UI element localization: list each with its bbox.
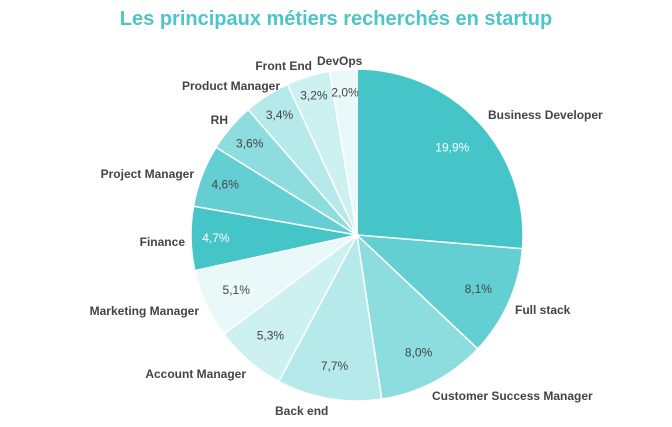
value-label-devops: 2,0%	[331, 86, 359, 100]
pie-slice-customer-success-manager	[355, 232, 479, 401]
category-label-customer-success-manager: Customer Success Manager	[432, 389, 593, 403]
category-label-finance: Finance	[140, 235, 186, 249]
value-label-business-developer: 19,9%	[435, 140, 469, 154]
category-label-front-end: Front End	[255, 59, 312, 73]
category-label-devops: DevOps	[317, 54, 363, 68]
value-label-marketing-manager: 5,1%	[223, 283, 251, 297]
chart-title: Les principaux métiers recherchés en sta…	[119, 8, 553, 30]
category-label-back-end: Back end	[275, 404, 328, 418]
category-label-product-manager: Product Manager	[182, 79, 280, 93]
category-label-account-manager: Account Manager	[145, 367, 246, 381]
category-label-rh: RH	[211, 113, 228, 127]
value-label-customer-success-manager: 8,0%	[405, 346, 433, 360]
value-label-full-stack: 8,1%	[465, 282, 493, 296]
category-label-business-developer: Business Developer	[488, 108, 603, 122]
value-label-account-manager: 5,3%	[257, 329, 285, 343]
value-label-back-end: 7,7%	[321, 359, 349, 373]
pie-slice-devops	[328, 68, 358, 236]
value-label-front-end: 3,2%	[300, 88, 328, 102]
value-label-finance: 4,7%	[202, 231, 230, 245]
value-label-product-manager: 3,4%	[266, 108, 294, 122]
category-label-marketing-manager: Marketing Manager	[90, 304, 200, 318]
category-label-project-manager: Project Manager	[101, 167, 195, 181]
value-label-project-manager: 4,6%	[212, 178, 240, 192]
pie-slice-full-stack	[354, 234, 524, 350]
pie-slice-business-developer	[356, 68, 524, 250]
pie-slice-back-end	[277, 232, 383, 402]
value-label-rh: 3,6%	[236, 136, 264, 150]
category-label-full-stack: Full stack	[515, 303, 571, 317]
